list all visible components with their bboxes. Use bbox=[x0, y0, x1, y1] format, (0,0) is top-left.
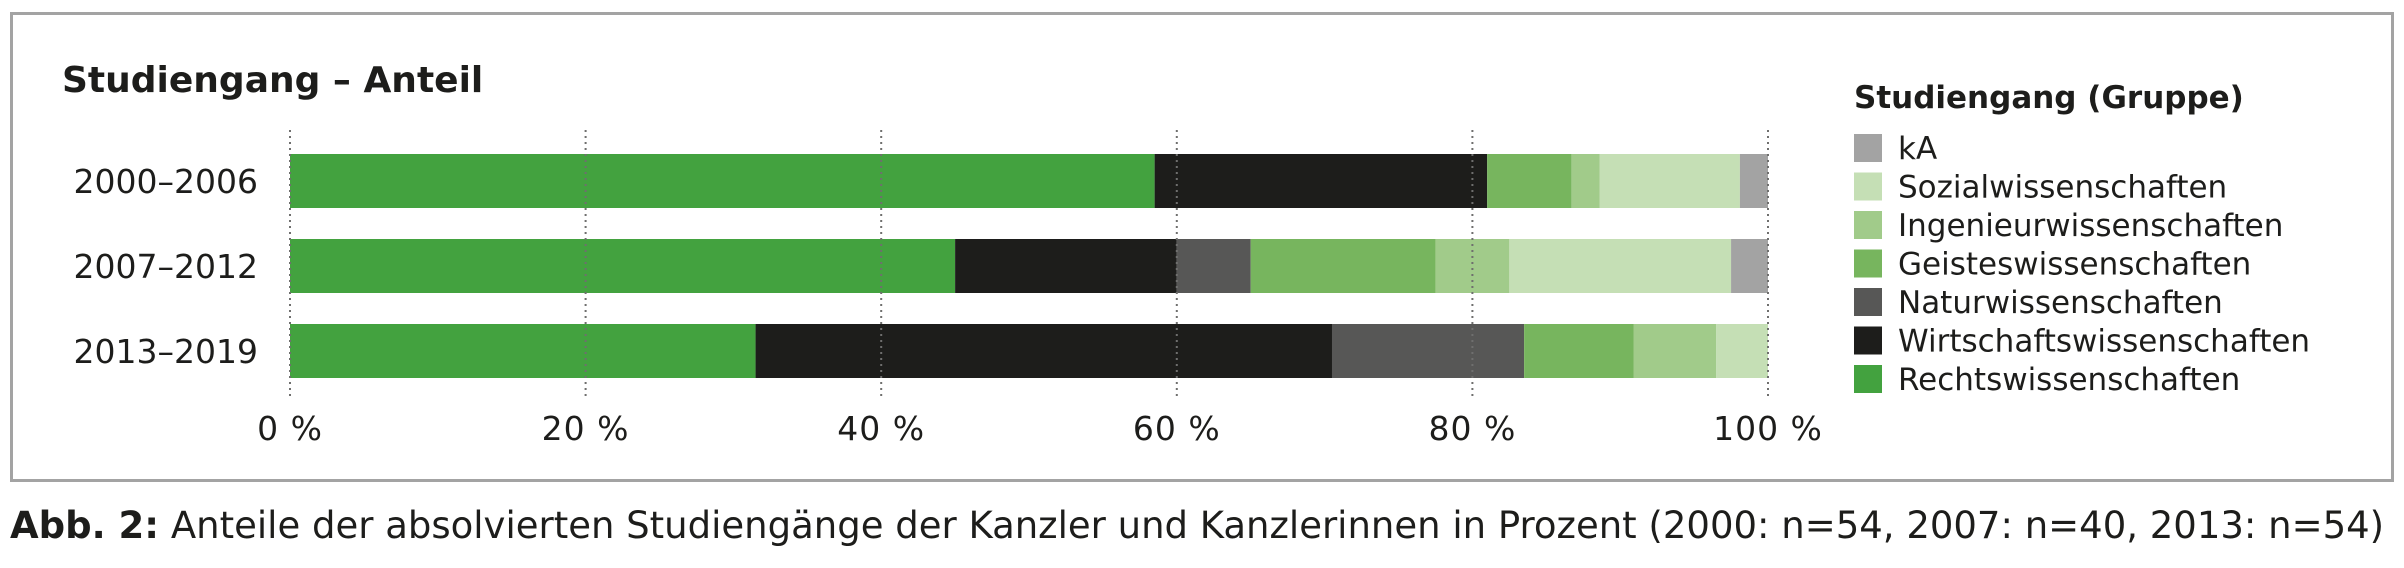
x-tick-label-60: 60 % bbox=[1133, 409, 1221, 448]
bar-Naturwissenschaften-2007–2012 bbox=[1176, 239, 1251, 293]
bar-Sozialwissenschaften-2000–2006 bbox=[1599, 154, 1740, 208]
bar-Wirtschaftswissenschaften-2000–2006 bbox=[1154, 154, 1488, 208]
x-tick-label-100: 100 % bbox=[1713, 409, 1823, 448]
legend-swatch-Naturwissenschaften bbox=[1854, 288, 1882, 316]
legend-swatch-Sozialwissenschaften bbox=[1854, 172, 1882, 201]
chart-title: Studiengang – Anteil bbox=[62, 60, 483, 101]
bar-kA-2000–2006 bbox=[1739, 154, 1768, 208]
x-tick-label-0: 0 % bbox=[257, 409, 323, 448]
legend-label-Naturwissenschaften: Naturwissenschaften bbox=[1898, 285, 2223, 321]
category-label-2007–2012: 2007–2012 bbox=[74, 247, 258, 286]
x-tick-label-20: 20 % bbox=[542, 409, 630, 448]
bar-Ingenieurwissenschaften-2013–2019 bbox=[1633, 324, 1717, 378]
legend-swatch-Wirtschaftswissenschaften bbox=[1854, 326, 1882, 355]
legend-label-kA: kA bbox=[1898, 131, 1937, 167]
bar-Naturwissenschaften-2013–2019 bbox=[1331, 324, 1525, 378]
bar-Wirtschaftswissenschaften-2007–2012 bbox=[955, 239, 1177, 293]
bar-Ingenieurwissenschaften-2007–2012 bbox=[1435, 239, 1510, 293]
legend-label-Ingenieurwissenschaften: Ingenieurwissenschaften bbox=[1898, 208, 2283, 244]
bar-Rechtswissenschaften-2007–2012 bbox=[290, 239, 956, 293]
category-label-2000–2006: 2000–2006 bbox=[74, 162, 258, 201]
figure-caption: Abb. 2: Anteile der absolvierten Studien… bbox=[10, 504, 2384, 547]
legend-swatch-Geisteswissenschaften bbox=[1854, 249, 1882, 278]
x-tick-label-40: 40 % bbox=[837, 409, 925, 448]
chart: Studiengang – Anteil 2000–2006 2007–2012 20… bbox=[62, 60, 2310, 448]
bar-Rechtswissenschaften-2013–2019 bbox=[290, 324, 756, 378]
legend-swatch-Rechtswissenschaften bbox=[1854, 365, 1882, 393]
bar-Ingenieurwissenschaften-2000–2006 bbox=[1571, 154, 1600, 208]
bar-Geisteswissenschaften-2013–2019 bbox=[1524, 324, 1634, 378]
bar-Rechtswissenschaften-2000–2006 bbox=[290, 154, 1155, 208]
bar-Sozialwissenschaften-2007–2012 bbox=[1509, 239, 1732, 293]
legend-label-Wirtschaftswissenschaften: Wirtschaftswissenschaften bbox=[1898, 324, 2310, 360]
legend-title: Studiengang (Gruppe) bbox=[1854, 80, 2244, 116]
legend-swatch-kA bbox=[1854, 134, 1882, 162]
caption-text: Anteile der absolvierten Studiengänge de… bbox=[159, 504, 2385, 547]
bar-kA-2007–2012 bbox=[1731, 239, 1768, 293]
caption-lead: Abb. 2: bbox=[10, 504, 160, 547]
bar-Sozialwissenschaften-2013–2019 bbox=[1716, 324, 1768, 378]
legend-label-Rechtswissenschaften: Rechtswissenschaften bbox=[1898, 362, 2240, 398]
category-label-2013–2019: 2013–2019 bbox=[74, 332, 258, 371]
bar-Wirtschaftswissenschaften-2013–2019 bbox=[755, 324, 1332, 378]
legend-label-Geisteswissenschaften: Geisteswissenschaften bbox=[1898, 247, 2251, 283]
bar-Geisteswissenschaften-2000–2006 bbox=[1487, 154, 1572, 208]
bar-Geisteswissenschaften-2007–2012 bbox=[1250, 239, 1436, 293]
legend-swatch-Ingenieurwissenschaften bbox=[1854, 211, 1882, 239]
legend-label-Sozialwissenschaften: Sozialwissenschaften bbox=[1898, 170, 2227, 206]
x-tick-label-80: 80 % bbox=[1428, 409, 1516, 448]
